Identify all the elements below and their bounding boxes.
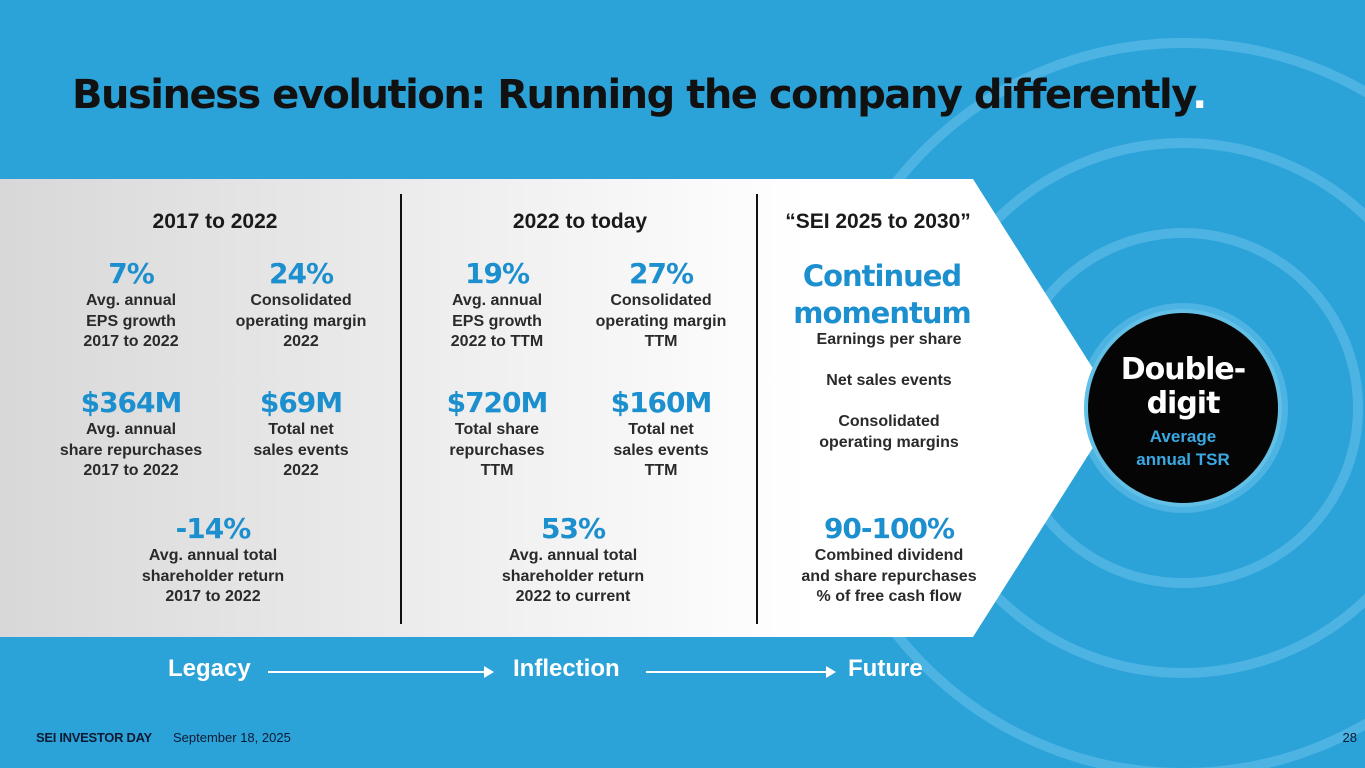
page-number: 28: [1342, 730, 1357, 745]
future-momentum: Continued momentum: [770, 258, 994, 332]
flow-arrow-1: [268, 666, 494, 678]
title-dot: .: [1192, 72, 1207, 118]
future-stat-payout: 90-100% Combined dividend and share repu…: [786, 512, 992, 608]
legacy-stat-margin: 24% Consolidated operating margin 2022: [222, 257, 380, 353]
legacy-stat-tsr: -14% Avg. annual total shareholder retur…: [118, 512, 308, 608]
slide-title: Business evolution: Running the company …: [72, 72, 1207, 118]
stat-label: Total net sales events TTM: [613, 421, 709, 479]
stat-label: Avg. annual total shareholder return 202…: [501, 547, 645, 605]
momentum-text: Continued momentum: [793, 259, 971, 330]
target-subtitle: Average annual TSR: [1136, 427, 1230, 469]
stat-label: Avg. annual EPS growth 2017 to 2022: [83, 292, 179, 350]
future-metric-margins: Consolidated operating margins: [819, 413, 959, 451]
inflection-stat-tsr: 53% Avg. annual total shareholder return…: [478, 512, 668, 608]
stat-value: $364M: [80, 386, 183, 419]
inflection-heading: 2022 to today: [512, 210, 648, 233]
stat-label: Combined dividend and share repurchases …: [801, 547, 977, 605]
flow-legacy: Legacy: [168, 655, 251, 682]
legacy-heading: 2017 to 2022: [152, 210, 278, 233]
stat-label: Total share repurchases TTM: [449, 421, 545, 479]
stat-label: Consolidated operating margin 2022: [235, 292, 367, 350]
stat-label: Avg. annual EPS growth 2022 to TTM: [450, 292, 544, 350]
inflection-stat-margin: 27% Consolidated operating margin TTM: [582, 257, 740, 353]
stat-value: 7%: [108, 257, 155, 290]
footer-brand: SEI INVESTOR DAY: [36, 730, 152, 745]
stat-label: Total net sales events 2022: [253, 421, 349, 479]
flow-future: Future: [848, 655, 923, 682]
column-divider-right: [756, 194, 758, 624]
future-heading: “SEI 2025 to 2030”: [785, 210, 971, 233]
stat-label: Avg. annual total shareholder return 201…: [141, 547, 285, 605]
future-metric-sales: Net sales events: [826, 372, 952, 389]
column-divider-left: [400, 194, 402, 624]
stat-value: 27%: [628, 257, 694, 290]
stat-value: 24%: [268, 257, 334, 290]
stat-value: $160M: [610, 386, 713, 419]
future-metrics-list: Earnings per share Net sales events Cons…: [778, 330, 1000, 453]
flow-arrow-2: [646, 666, 836, 678]
legacy-stat-repurchases: $364M Avg. annual share repurchases 2017…: [52, 386, 210, 482]
stat-value: -14%: [175, 512, 252, 545]
comparison-panel: [0, 179, 1118, 637]
flow-inflection: Inflection: [513, 655, 620, 682]
stat-value: 19%: [464, 257, 530, 290]
legacy-stat-eps: 7% Avg. annual EPS growth 2017 to 2022: [60, 257, 202, 353]
stat-value: $69M: [259, 386, 343, 419]
inflection-stat-sales: $160M Total net sales events TTM: [590, 386, 732, 482]
stat-value: $720M: [446, 386, 549, 419]
stat-value: 90-100%: [823, 512, 955, 545]
target-headline: Double- digit: [1120, 352, 1246, 421]
stat-label: Avg. annual share repurchases 2017 to 20…: [59, 421, 203, 479]
inflection-stat-eps: 19% Avg. annual EPS growth 2022 to TTM: [426, 257, 568, 353]
inflection-stat-repurchases: $720M Total share repurchases TTM: [426, 386, 568, 482]
legacy-stat-sales: $69M Total net sales events 2022: [230, 386, 372, 482]
future-metric-eps: Earnings per share: [816, 331, 962, 348]
tsr-target-badge: Double- digit Average annual TSR: [1088, 313, 1278, 503]
footer-date: September 18, 2025: [173, 730, 291, 745]
stat-value: 53%: [540, 512, 606, 545]
stat-label: Consolidated operating margin TTM: [595, 292, 727, 350]
